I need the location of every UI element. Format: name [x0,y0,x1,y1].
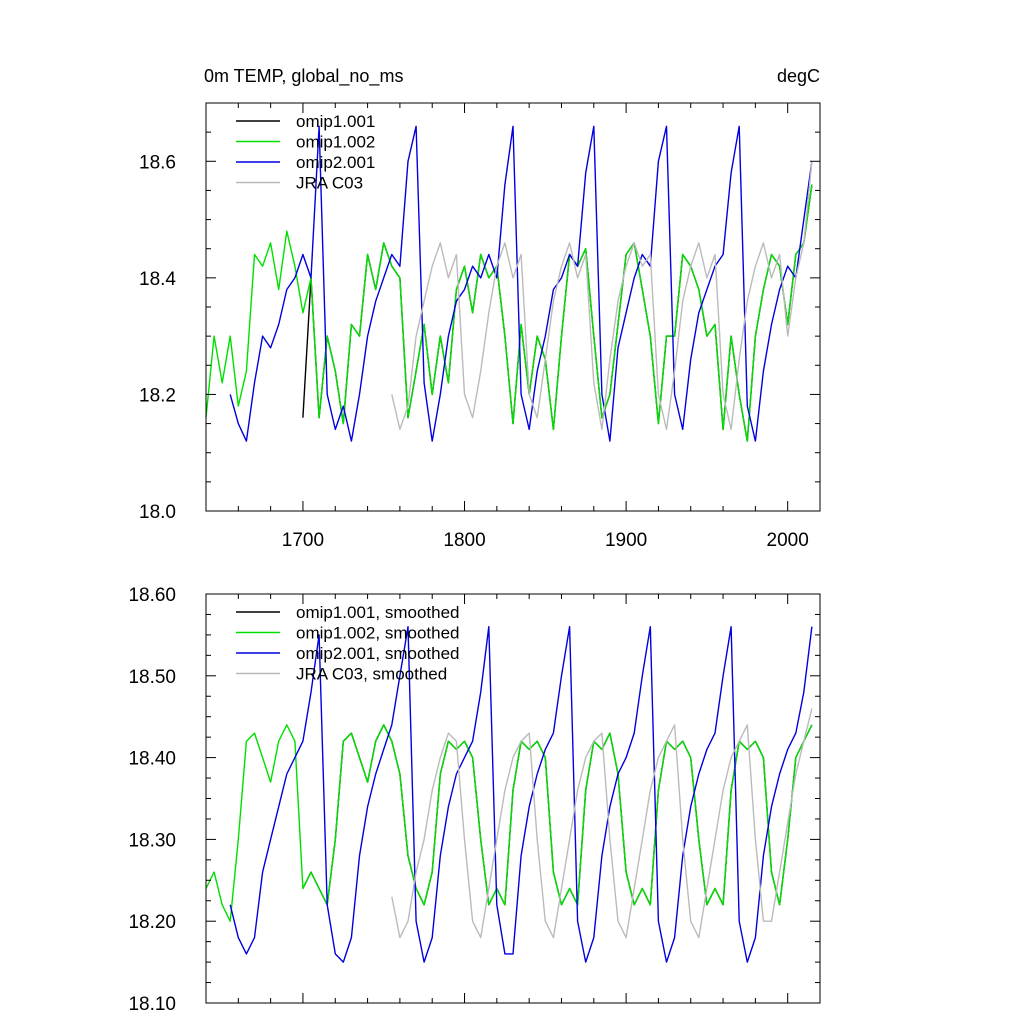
x-tick-label: 1900 [605,530,647,551]
x-tick-label: 1800 [443,530,485,551]
bottom-panel-legend: omip1.001, smoothed omip1.002, smoothedom… [236,603,460,684]
top-panel: 0m TEMP, global_no_ms degC 1700 1800 1900 2… [139,66,821,551]
bottom-panel-ticks: 18.10 18.20 18.30 18.40 18.50 18.60 [128,585,821,1015]
series-line-bottom-2 [229,626,813,963]
legend-label: JRA C03, smoothed [296,665,447,684]
x-tick-label: 2000 [767,530,809,551]
y-tick-label: 18.0 [139,502,176,523]
y-tick-label: 18.4 [139,269,176,290]
y-tick-label: 18.40 [128,749,176,770]
y-tick-label: 18.20 [128,912,176,933]
legend-label: JRA C03 [296,174,363,193]
legend-label: omip1.002 [296,133,375,152]
legend-label: omip2.001 [296,153,375,172]
y-tick-label: 18.10 [128,994,176,1015]
legend-label: omip1.001, smoothed [296,603,460,622]
series-line-bottom-3 [391,708,813,939]
legend-label: omip2.001, smoothed [296,644,460,663]
legend-label: omip1.002, smoothed [296,624,460,643]
series-line-top-3 [391,161,813,431]
y-tick-label: 18.2 [139,385,176,406]
bottom-panel: 18.10 18.20 18.30 18.40 18.50 18.60 omip1.001… [128,585,821,1015]
x-tick-label: 1700 [282,530,324,551]
series-line-top-1 [205,184,813,442]
y-tick-label: 18.60 [128,585,176,606]
series-line-bottom-1 [205,724,813,922]
y-tick-label: 18.30 [128,830,176,851]
top-panel-title-left: 0m TEMP, global_no_ms [204,66,403,87]
bottom-panel-series [205,626,813,963]
top-panel-ticks: 1700 1800 1900 2000 18.0 18.2 18.4 18.6 [139,102,821,551]
y-tick-label: 18.50 [128,667,176,688]
top-panel-series [205,125,813,442]
legend-label: omip1.001 [296,112,375,131]
y-tick-label: 18.6 [139,152,176,173]
top-panel-title-right: degC [777,66,820,86]
